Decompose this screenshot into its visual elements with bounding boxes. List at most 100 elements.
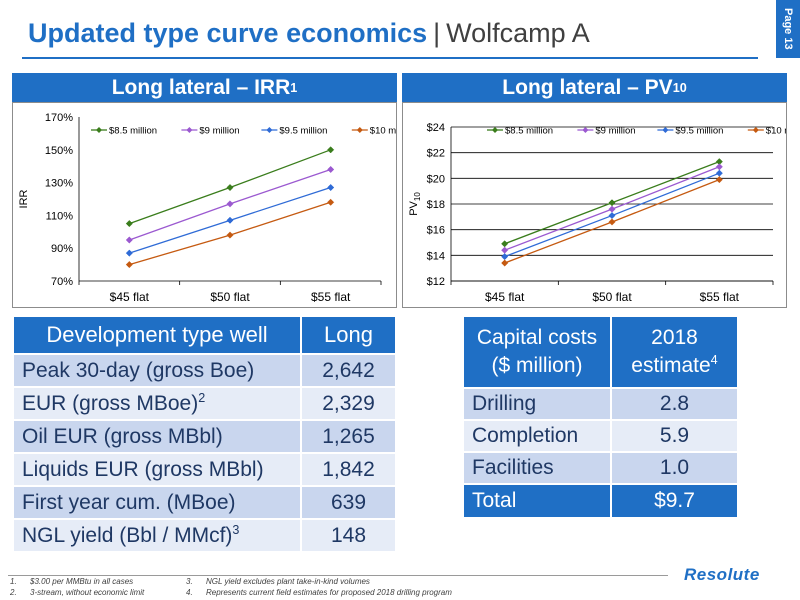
irr-data-point (327, 146, 335, 154)
row-value: 5.9 (610, 419, 739, 453)
pv10-y-axis-label: PV10 (408, 192, 422, 216)
irr-xtick-label: $55 flat (311, 290, 351, 304)
pv10-legend-marker (752, 127, 759, 133)
irr-data-point (125, 249, 133, 257)
row-value: 1,842 (300, 452, 397, 487)
table-row: First year cum. (MBoe) 639 (12, 485, 397, 520)
irr-data-point (226, 216, 234, 224)
footnote: 2. 3-stream, without economic limit (10, 588, 145, 597)
table-header-row: Capital costs ($ million) 2018 estimate4 (462, 315, 739, 389)
pv10-legend-label: $10 million (766, 126, 786, 137)
irr-ytick-label: 110% (46, 210, 74, 222)
irr-legend-marker (356, 127, 363, 133)
footnote: 1. $3.00 per MMBtu in all cases (10, 577, 134, 586)
table-row: Facilities 1.0 (462, 451, 739, 485)
row-label: Oil EUR (gross MBbl) (12, 419, 302, 454)
row-value: 2,329 (300, 386, 397, 421)
irr-ytick-label: 130% (45, 178, 73, 190)
pv10-ytick-label: $14 (427, 250, 445, 262)
pv10-legend-marker (492, 127, 498, 133)
row-label: Facilities (462, 451, 612, 485)
irr-legend-marker (96, 127, 102, 133)
pv10-ytick-label: $20 (427, 173, 445, 185)
pv10-data-point (715, 163, 723, 171)
row-label: EUR (gross MBoe)2 (12, 386, 302, 421)
table-row: NGL yield (Bbl / MMcf)3 148 (12, 518, 397, 553)
row-value: 2,642 (300, 353, 397, 388)
pv10-data-point (501, 240, 509, 248)
row-label: Drilling (462, 387, 612, 421)
irr-ytick-label: 150% (45, 145, 73, 157)
irr-legend-label: $10 million (370, 126, 396, 137)
row-label: Completion (462, 419, 612, 453)
pv10-chart: $12 $14 $16 $18 $20 $22 $24 $45 flat $50 flat $55… (402, 102, 787, 308)
table-header-cell: Long (300, 315, 397, 355)
irr-chart: 70% 90% 110% 130% 150% 170% $45 flat $50 flat $5… (12, 102, 397, 308)
irr-data-point (327, 198, 335, 206)
irr-data-point (226, 231, 234, 239)
table-row: Oil EUR (gross MBbl) 1,265 (12, 419, 397, 454)
pv10-xtick-label: $45 flat (485, 290, 525, 304)
irr-chart-title: Long lateral – IRR 1 (12, 73, 397, 102)
irr-data-point (125, 220, 133, 228)
pv10-legend-label: $9 million (595, 126, 635, 137)
pv10-data-point (501, 259, 509, 267)
footnote: 4. Represents current field estimates for… (186, 588, 452, 597)
resolute-logo: Resolute (684, 565, 760, 584)
irr-legend-marker (266, 127, 273, 133)
pv10-ytick-label: $18 (427, 199, 445, 211)
pv10-ytick-label: $12 (427, 276, 445, 288)
development-well-table: Development type well Long Peak 30-day (… (12, 315, 397, 553)
title-subtitle: Wolfcamp A (446, 18, 590, 48)
irr-legend-label: $9 million (199, 126, 239, 137)
capital-costs-table: Capital costs ($ million) 2018 estimate4 D… (462, 315, 739, 519)
title-underline (22, 57, 758, 59)
table-row: Peak 30-day (gross Boe) 2,642 (12, 353, 397, 388)
row-value: 2.8 (610, 387, 739, 421)
pv10-chart-title: Long lateral – PV 10 (402, 73, 787, 102)
pv10-legend-label: $9.5 million (675, 126, 723, 137)
pv10-data-point (715, 176, 723, 184)
pv10-legend-marker (662, 127, 669, 133)
pv10-data-point (608, 218, 616, 226)
irr-y-axis-label: IRR (18, 189, 30, 208)
pv10-legend-marker (582, 127, 589, 133)
irr-ytick-label: 90% (51, 243, 73, 255)
irr-xtick-label: $50 flat (210, 290, 250, 304)
irr-legend-marker (186, 127, 193, 133)
table-row: EUR (gross MBoe)2 2,329 (12, 386, 397, 421)
footnotes-right: 3. NGL yield excludes plant take-in-kind … (186, 577, 452, 599)
table-row: Drilling 2.8 (462, 387, 739, 421)
table-total-row: Total $9.7 (462, 483, 739, 519)
page-title: Updated type curve economics | Wolfcamp A (28, 18, 590, 49)
pv10-data-point (501, 246, 509, 254)
row-label: NGL yield (Bbl / MMcf)3 (12, 518, 302, 553)
row-label: Peak 30-day (gross Boe) (12, 353, 302, 388)
pv10-chart-title-text: Long lateral – PV (502, 75, 673, 99)
table-header-row: Development type well Long (12, 315, 397, 355)
irr-data-point (125, 236, 133, 244)
table-row: Liquids EUR (gross MBbl) 1,842 (12, 452, 397, 487)
pv10-chart-svg: $12 $14 $16 $18 $20 $22 $24 $45 flat $50 flat $55… (408, 122, 786, 304)
row-value: 1,265 (300, 419, 397, 454)
irr-ytick-label: 70% (51, 276, 73, 288)
pv10-xtick-label: $50 flat (592, 290, 632, 304)
pv10-xtick-label: $55 flat (700, 290, 740, 304)
footnotes-left: 1. $3.00 per MMBtu in all cases 2. 3-strea… (10, 577, 144, 599)
irr-data-point (226, 200, 234, 208)
pv10-data-point (715, 169, 723, 177)
irr-legend-label: $8.5 million (109, 126, 157, 137)
row-value: 148 (300, 518, 397, 553)
title-main: Updated type curve economics (28, 18, 428, 48)
pv10-data-point (608, 199, 616, 207)
table-header-cell: 2018 estimate4 (610, 315, 739, 389)
row-value: 639 (300, 485, 397, 520)
irr-ytick-label: 170% (45, 112, 73, 124)
irr-data-point (327, 183, 335, 192)
irr-chart-title-text: Long lateral – IRR (111, 75, 291, 99)
pv10-ytick-label: $22 (427, 148, 445, 160)
irr-data-point (125, 261, 133, 269)
pv10-ytick-label: $24 (427, 122, 445, 134)
irr-data-point (226, 183, 234, 192)
pv10-legend-label: $8.5 million (505, 126, 553, 137)
